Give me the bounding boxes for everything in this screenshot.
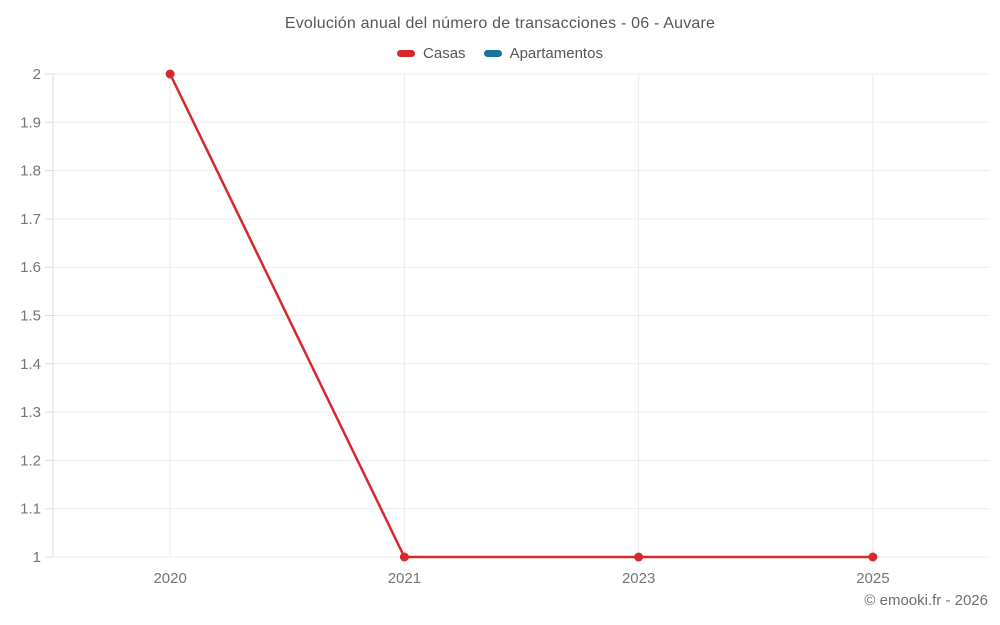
y-tick-label: 1.9 bbox=[20, 114, 41, 131]
x-tick-label: 2021 bbox=[388, 570, 421, 587]
legend-swatch-apartamentos bbox=[483, 50, 502, 57]
data-point-casas-2025[interactable] bbox=[868, 552, 878, 562]
y-tick-label: 1.8 bbox=[20, 163, 41, 180]
y-tick-label: 2 bbox=[33, 66, 41, 83]
y-tick-label: 1.2 bbox=[20, 452, 41, 469]
x-tick-label: 2023 bbox=[622, 570, 655, 587]
legend-item-apartamentos[interactable]: Apartamentos bbox=[483, 45, 603, 62]
y-tick-label: 1 bbox=[33, 549, 41, 566]
footer-credit: © emooki.fr - 2026 bbox=[864, 592, 988, 609]
x-tick-label: 2020 bbox=[153, 570, 186, 587]
y-tick-label: 1.7 bbox=[20, 211, 41, 228]
y-tick-label: 1.3 bbox=[20, 404, 41, 421]
legend-item-casas[interactable]: Casas bbox=[397, 45, 466, 62]
y-tick-label: 1.4 bbox=[20, 356, 41, 373]
legend-label: Apartamentos bbox=[509, 45, 603, 62]
series-line-casas bbox=[169, 73, 873, 559]
data-point-casas-2023[interactable] bbox=[634, 552, 644, 562]
legend: Casas Apartamentos bbox=[0, 45, 1000, 62]
y-tick-label: 1.1 bbox=[20, 501, 41, 518]
y-tick-label: 1.5 bbox=[20, 308, 41, 325]
data-point-casas-2020[interactable] bbox=[165, 69, 175, 79]
legend-label: Casas bbox=[423, 45, 466, 62]
legend-swatch-casas bbox=[397, 50, 416, 57]
x-tick-label: 2025 bbox=[856, 570, 889, 587]
data-point-casas-2021[interactable] bbox=[399, 552, 409, 562]
y-tick-label: 1.6 bbox=[20, 259, 41, 276]
chart-title: Evolución anual del número de transaccio… bbox=[284, 15, 716, 32]
